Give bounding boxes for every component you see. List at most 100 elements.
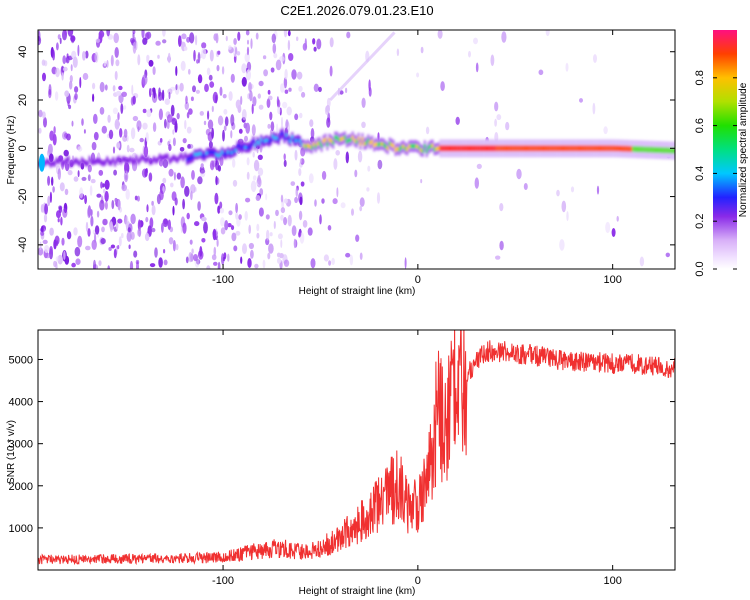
ridge-core [546, 145, 549, 152]
spectrogram-speckle [38, 109, 43, 118]
ridge-core [205, 151, 208, 155]
spectrogram-speckle [77, 44, 80, 57]
spectrogram-speckle [146, 204, 149, 213]
spectrogram-speckle [64, 30, 67, 36]
spectrogram-speckle [77, 146, 83, 152]
spectrogram-speckle [157, 54, 160, 59]
spectrogram-speckle [313, 46, 317, 52]
spectrogram-speckle [244, 210, 248, 221]
spectrogram-speckle [611, 228, 616, 237]
ridge-core [221, 150, 224, 154]
spectrogram-speckle [117, 112, 120, 121]
spectrogram-speckle [125, 215, 129, 228]
ridge-core [129, 157, 132, 160]
spectrogram-speckle [63, 250, 66, 260]
ridge-core [536, 145, 539, 152]
ridge-core [168, 160, 171, 163]
spectrogram-speckle [559, 239, 565, 251]
spectrogram-speckle [280, 194, 284, 203]
spectrogram-speckle [437, 30, 443, 39]
spectrogram-speckle [207, 119, 214, 130]
ridge-core [273, 136, 276, 140]
spectrogram-speckle [501, 31, 507, 43]
spectrogram-speckle [85, 221, 89, 232]
spectrogram-speckle [159, 190, 164, 201]
spectrogram-speckle [179, 82, 184, 92]
spectrogram-image [38, 30, 675, 269]
ridge-core [178, 156, 181, 159]
ridge-core [402, 144, 405, 149]
spectrogram-speckle [298, 168, 302, 177]
ridge-core [433, 147, 436, 152]
spectrogram-speckle [74, 246, 81, 257]
spectrogram-speckle [146, 109, 152, 118]
spectrogram-speckle [213, 261, 218, 266]
ridge-core [341, 136, 345, 141]
spectrogram-speckle [254, 263, 259, 269]
ridge-core [523, 145, 526, 152]
ridge-core [279, 133, 282, 137]
ridge-core [667, 147, 670, 154]
ridge-core [151, 160, 154, 163]
spectrogram-speckle [101, 226, 105, 233]
spectrogram-y-ticks: -40 -20 0 20 40 [17, 46, 675, 253]
ridge-core [456, 145, 459, 152]
spectrogram-speckle [64, 188, 69, 196]
snr-panel: -100 0 100 1000 2000 3000 4000 5000 Height of … [6, 329, 676, 597]
ridge-core [534, 145, 537, 152]
ridge-core [191, 155, 195, 159]
spectrogram-speckle [75, 258, 81, 266]
spectrogram-speckle [295, 187, 299, 198]
spectrogram-speckle [269, 232, 273, 237]
spectrogram-speckle [283, 259, 290, 267]
spectrogram-speckle [61, 72, 64, 81]
spectrogram-speckle [230, 130, 233, 139]
ridge-core [643, 146, 646, 153]
spectrogram-speckle [141, 168, 148, 178]
x-tick-label: -100 [212, 274, 234, 286]
spectrogram-speckle [82, 72, 89, 81]
spectrogram-speckle [184, 101, 189, 110]
spectrogram-speckle [246, 171, 250, 180]
ridge-core [267, 140, 271, 144]
spectrogram-speckle [505, 121, 510, 131]
ridge-core [96, 159, 99, 162]
spectrogram-speckle [186, 126, 192, 134]
ridge-core [228, 151, 232, 156]
spectrogram-speckle [130, 37, 135, 44]
ridge-core [614, 145, 617, 152]
y-tick-label: 4000 [9, 397, 33, 409]
ridge-core [558, 145, 561, 152]
snr-series-line [38, 330, 675, 566]
ridge-core [415, 144, 419, 149]
ridge-core [299, 139, 302, 143]
spectrogram-speckle [182, 198, 186, 210]
spectrogram-speckle [494, 101, 499, 112]
ridge-core [468, 145, 471, 152]
spectrogram-speckle [115, 59, 120, 67]
spectrogram-speckle [201, 42, 207, 49]
ridge-core [131, 160, 134, 163]
ridge-core [88, 157, 91, 160]
ridge-core [363, 141, 366, 146]
spectrogram-speckle [122, 105, 127, 110]
spectrogram-speckle [211, 127, 215, 139]
ridge-band [38, 128, 675, 168]
ridge-core [669, 147, 672, 154]
spectrogram-speckle [346, 31, 351, 39]
ridge-core [515, 145, 518, 152]
ridge-core [419, 148, 422, 153]
spectrogram-speckle [87, 164, 92, 173]
spectrogram-speckle [87, 205, 92, 218]
spectrogram-speckle [84, 194, 87, 205]
spectrogram-speckle [172, 205, 175, 216]
ridge-core [355, 139, 358, 144]
spectrogram-speckle [592, 102, 596, 115]
spectrogram-speckle [142, 37, 148, 45]
ridge-core [353, 138, 356, 143]
spectrogram-speckle [53, 260, 57, 268]
ridge-core [503, 145, 506, 152]
ridge-core [182, 157, 185, 160]
spectrogram-speckle [195, 35, 198, 46]
